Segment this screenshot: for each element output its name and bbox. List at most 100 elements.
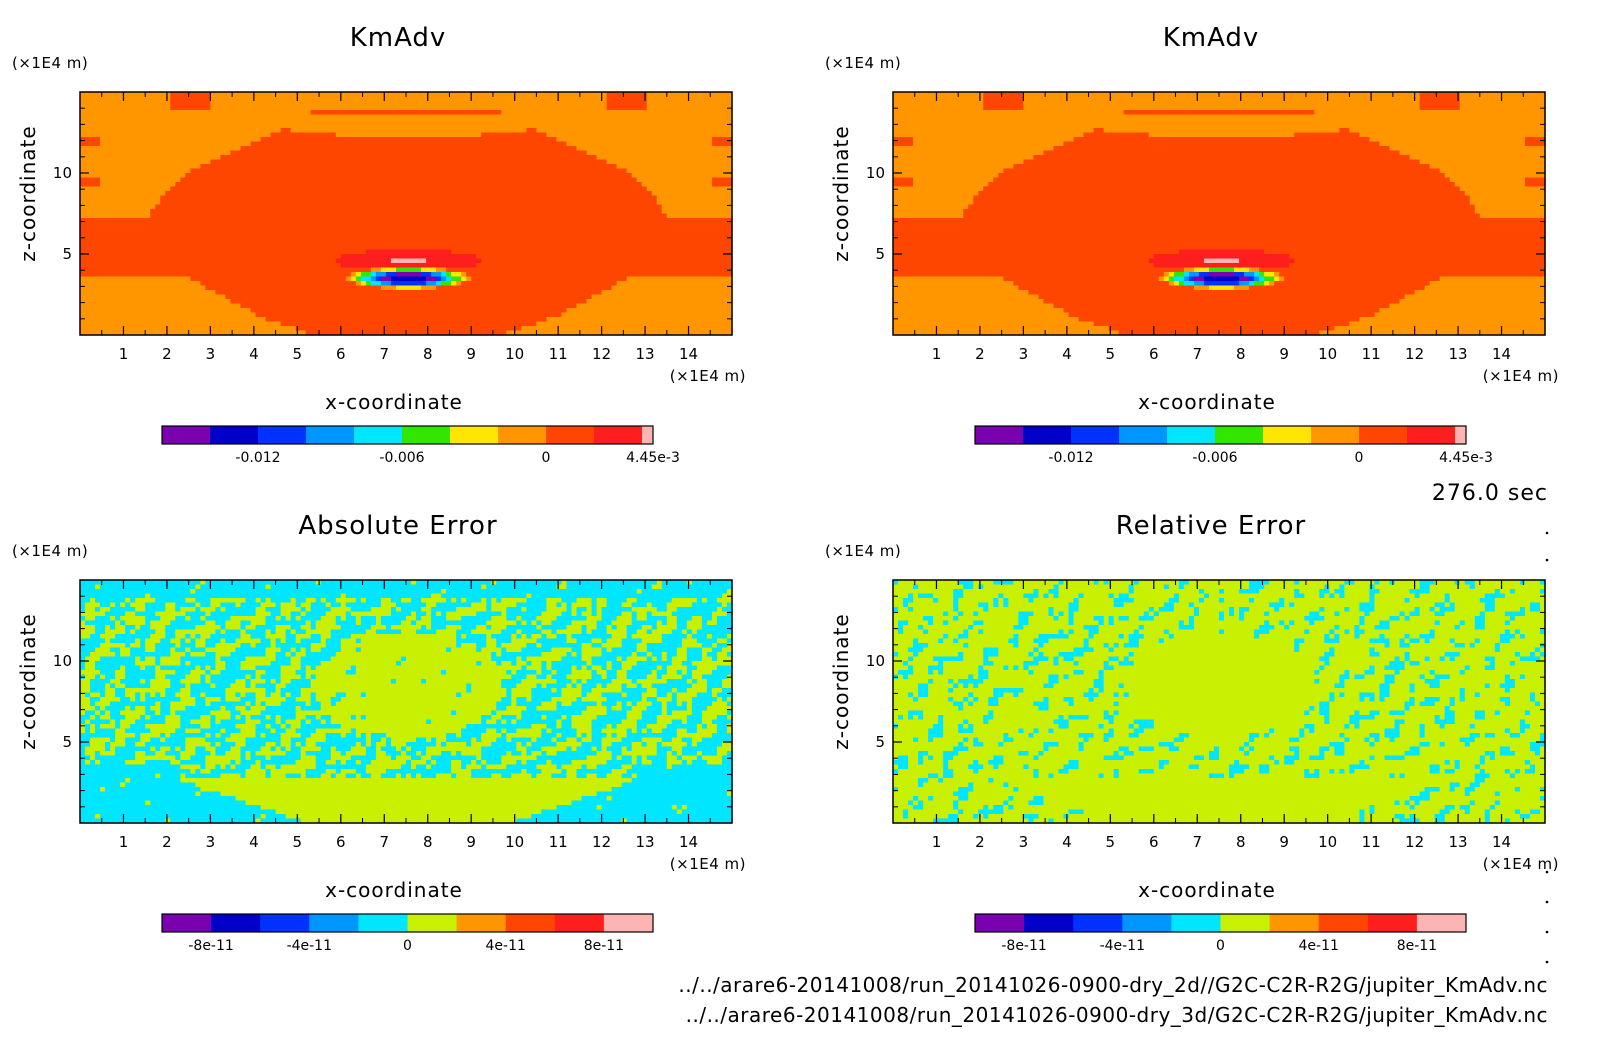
heatmap-cell	[310, 155, 317, 161]
heatmap-cell	[496, 182, 502, 188]
heatmap-cell	[726, 218, 733, 224]
heatmap-cell	[681, 249, 688, 255]
heatmap-cell	[150, 141, 156, 147]
heatmap-cell	[360, 150, 367, 156]
heatmap-cell	[305, 173, 312, 179]
heatmap-cell	[240, 182, 247, 188]
heatmap-cell	[90, 96, 96, 102]
heatmap-cell	[671, 137, 678, 143]
heatmap-cell	[80, 227, 86, 233]
heatmap-cell	[451, 155, 457, 161]
heatmap-cell	[446, 123, 452, 129]
heatmap-cell	[205, 204, 211, 210]
heatmap-cell	[210, 96, 217, 102]
heatmap-cell	[360, 177, 367, 183]
heatmap-cell	[706, 150, 713, 156]
heatmap-cell	[406, 105, 412, 111]
heatmap-cell	[315, 168, 322, 174]
heatmap-cell	[80, 141, 86, 147]
heatmap-cell	[180, 245, 186, 251]
heatmap-cell	[355, 173, 362, 179]
heatmap-cell	[566, 191, 573, 197]
heatmap-cell	[496, 249, 502, 255]
heatmap-cell	[315, 218, 322, 224]
heatmap-cell	[155, 128, 161, 134]
heatmap-cell	[360, 245, 367, 251]
heatmap-cell	[230, 182, 237, 188]
heatmap-cell	[215, 119, 222, 125]
heatmap-cell	[641, 132, 648, 138]
heatmap-cell	[556, 182, 563, 188]
heatmap-cell	[546, 249, 553, 255]
heatmap-cell	[431, 231, 437, 237]
heatmap-cell	[80, 254, 86, 260]
heatmap-cell	[275, 155, 282, 161]
heatmap-cell	[345, 141, 352, 147]
heatmap-cell	[596, 137, 603, 143]
heatmap-cell	[586, 236, 593, 242]
heatmap-cell	[335, 132, 342, 138]
heatmap-cell	[661, 173, 668, 179]
heatmap-cell	[651, 218, 658, 224]
heatmap-cell	[80, 132, 86, 138]
heatmap-cell	[280, 164, 287, 170]
heatmap-cell	[511, 137, 517, 143]
heatmap-cell	[385, 119, 392, 125]
heatmap-cell	[185, 173, 191, 179]
heatmap-cell	[666, 213, 673, 219]
heatmap-cell	[536, 200, 543, 206]
heatmap-cell	[636, 186, 643, 192]
heatmap-cell	[210, 249, 217, 255]
heatmap-cell	[661, 240, 668, 246]
heatmap-cell	[215, 191, 222, 197]
heatmap-cell	[536, 222, 543, 228]
heatmap-cell	[210, 101, 217, 107]
heatmap-cell	[521, 164, 527, 170]
heatmap-cell	[631, 119, 638, 125]
heatmap-cell	[626, 123, 633, 129]
heatmap-cell	[290, 173, 297, 179]
heatmap-cell	[105, 110, 111, 116]
heatmap-cell	[195, 146, 201, 152]
heatmap-cell	[90, 213, 96, 219]
heatmap-cell	[105, 146, 111, 152]
heatmap-cell	[280, 141, 287, 147]
heatmap-cell	[395, 191, 402, 197]
heatmap-cell	[155, 101, 161, 107]
heatmap-cell	[165, 92, 171, 98]
heatmap-cell	[265, 222, 272, 228]
heatmap-cell	[295, 173, 302, 179]
heatmap-cell	[170, 123, 176, 129]
heatmap-cell	[706, 218, 713, 224]
heatmap-cell	[471, 159, 477, 165]
heatmap-cell	[160, 137, 166, 143]
heatmap-cell	[315, 150, 322, 156]
heatmap-cell	[631, 191, 638, 197]
heatmap-cell	[275, 168, 282, 174]
heatmap-cell	[265, 105, 272, 111]
heatmap-cell	[541, 110, 548, 116]
heatmap-cell	[546, 209, 553, 215]
heatmap-cell	[300, 128, 307, 134]
heatmap-cell	[551, 218, 558, 224]
heatmap-cell	[120, 101, 126, 107]
heatmap-cell	[481, 92, 487, 98]
heatmap-cell	[516, 182, 522, 188]
heatmap-cell	[385, 258, 392, 264]
heatmap-cell	[160, 168, 166, 174]
heatmap-cell	[185, 254, 191, 260]
heatmap-cell	[345, 105, 352, 111]
heatmap-cell	[300, 204, 307, 210]
heatmap-cell	[601, 227, 608, 233]
heatmap-cell	[170, 101, 176, 107]
heatmap-cell	[185, 119, 191, 125]
heatmap-cell	[365, 96, 372, 102]
heatmap-cell	[305, 137, 312, 143]
heatmap-cell	[390, 182, 397, 188]
heatmap-cell	[511, 231, 517, 237]
heatmap-cell	[491, 173, 497, 179]
heatmap-cell	[681, 177, 688, 183]
heatmap-cell	[471, 195, 477, 201]
heatmap-cell	[606, 155, 613, 161]
heatmap-cell	[255, 155, 262, 161]
